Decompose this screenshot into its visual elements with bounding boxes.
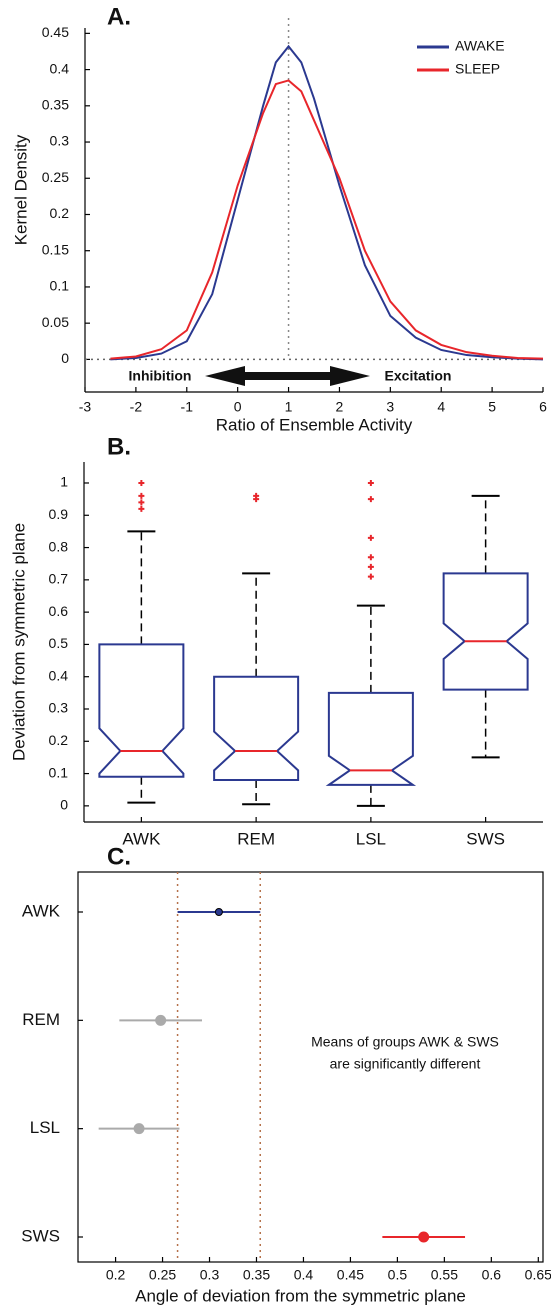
x-tick-label: AWK	[122, 829, 161, 848]
box	[98, 643, 185, 778]
panel-title: C.	[107, 843, 131, 870]
x-tick-label: 2	[336, 399, 344, 415]
y-tick-label: 0.6	[49, 603, 69, 619]
annotation: are significantly different	[330, 1056, 481, 1072]
x-tick-label: 0.6	[482, 1267, 502, 1283]
x-tick-label: 0.3	[200, 1267, 220, 1283]
y-tick-label: 0.35	[42, 97, 69, 113]
y-tick-label: 0.7	[49, 571, 69, 587]
panel-title: A.	[107, 3, 131, 30]
x-tick-label: 0.65	[525, 1267, 551, 1283]
y-tick-label: 0.3	[49, 700, 69, 716]
x-tick-label: 4	[437, 399, 445, 415]
y-tick-label: 0	[60, 797, 68, 813]
x-tick-label: 3	[386, 399, 394, 415]
y-tick-label: 0.1	[50, 278, 70, 294]
outlier	[367, 534, 374, 541]
double-arrow	[205, 366, 370, 386]
x-tick-label: SWS	[466, 829, 505, 848]
x-tick-label: 0	[234, 399, 242, 415]
y-tick-label: 0.2	[49, 732, 69, 748]
y-tick-label: AWK	[22, 901, 61, 920]
x-tick-label: 1	[285, 399, 293, 415]
outlier	[367, 554, 374, 561]
annotation: Excitation	[385, 368, 452, 384]
x-tick-label: LSL	[356, 829, 386, 848]
outlier	[253, 492, 260, 499]
box	[213, 675, 300, 782]
outlier	[367, 479, 374, 486]
outlier	[138, 479, 145, 486]
y-tick-label: 0.2	[50, 205, 70, 221]
y-tick-label: 0.4	[49, 667, 69, 683]
y-tick-label: 0.3	[50, 133, 70, 149]
box	[325, 691, 417, 786]
annotation: Means of groups AWK & SWS	[311, 1034, 499, 1050]
y-tick-label: 0.9	[49, 506, 69, 522]
x-tick-label: REM	[237, 829, 275, 848]
outlier	[367, 573, 374, 580]
x-tick-label: 5	[488, 399, 496, 415]
series-line	[110, 44, 544, 361]
x-axis-label: Ratio of Ensemble Activity	[216, 415, 413, 434]
y-tick-label: 0.05	[42, 314, 69, 330]
annotation: Inhibition	[129, 368, 192, 384]
x-tick-label: -1	[181, 399, 194, 415]
x-tick-label: 0.2	[106, 1267, 126, 1283]
x-tick-label: -3	[79, 399, 92, 415]
y-tick-label: REM	[22, 1010, 60, 1029]
y-tick-label: 0.15	[42, 241, 69, 257]
outlier	[367, 496, 374, 503]
legend-label: AWAKE	[455, 38, 505, 54]
mean-point	[133, 1123, 145, 1135]
mean-point	[418, 1231, 430, 1243]
y-axis-label: Kernel Density	[11, 134, 30, 245]
y-tick-label: 0.4	[50, 60, 70, 76]
x-tick-label: -2	[130, 399, 143, 415]
y-tick-label: 0.8	[49, 538, 69, 554]
y-tick-label: 0.1	[49, 764, 69, 780]
y-tick-label: 1	[60, 474, 68, 490]
x-tick-label: 0.4	[294, 1267, 314, 1283]
y-tick-label: 0.25	[42, 169, 69, 185]
mean-point	[214, 908, 223, 916]
series-line	[110, 79, 544, 360]
mean-point	[155, 1014, 167, 1026]
outlier	[138, 505, 145, 512]
x-tick-label: 0.5	[388, 1267, 408, 1283]
y-tick-label: LSL	[30, 1118, 60, 1137]
y-tick-label: 0	[61, 350, 69, 366]
box	[442, 572, 529, 691]
x-tick-label: 0.35	[243, 1267, 270, 1283]
plot-frame	[77, 871, 544, 1263]
y-tick-label: 0.5	[49, 635, 69, 651]
x-tick-label: 0.55	[431, 1267, 458, 1283]
x-tick-label: 0.25	[149, 1267, 176, 1283]
panel-title: B.	[107, 433, 131, 460]
outlier	[138, 499, 145, 506]
y-axis-label: Deviation from symmetric plane	[9, 523, 28, 761]
x-tick-label: 6	[539, 399, 547, 415]
outlier	[138, 492, 145, 499]
y-tick-label: SWS	[21, 1226, 60, 1245]
legend-label: SLEEP	[455, 61, 500, 77]
y-tick-label: 0.45	[42, 24, 69, 40]
arrow	[205, 366, 370, 386]
x-axis-label: Angle of deviation from the symmetric pl…	[135, 1286, 466, 1305]
outlier	[367, 563, 374, 570]
x-tick-label: 0.45	[337, 1267, 364, 1283]
